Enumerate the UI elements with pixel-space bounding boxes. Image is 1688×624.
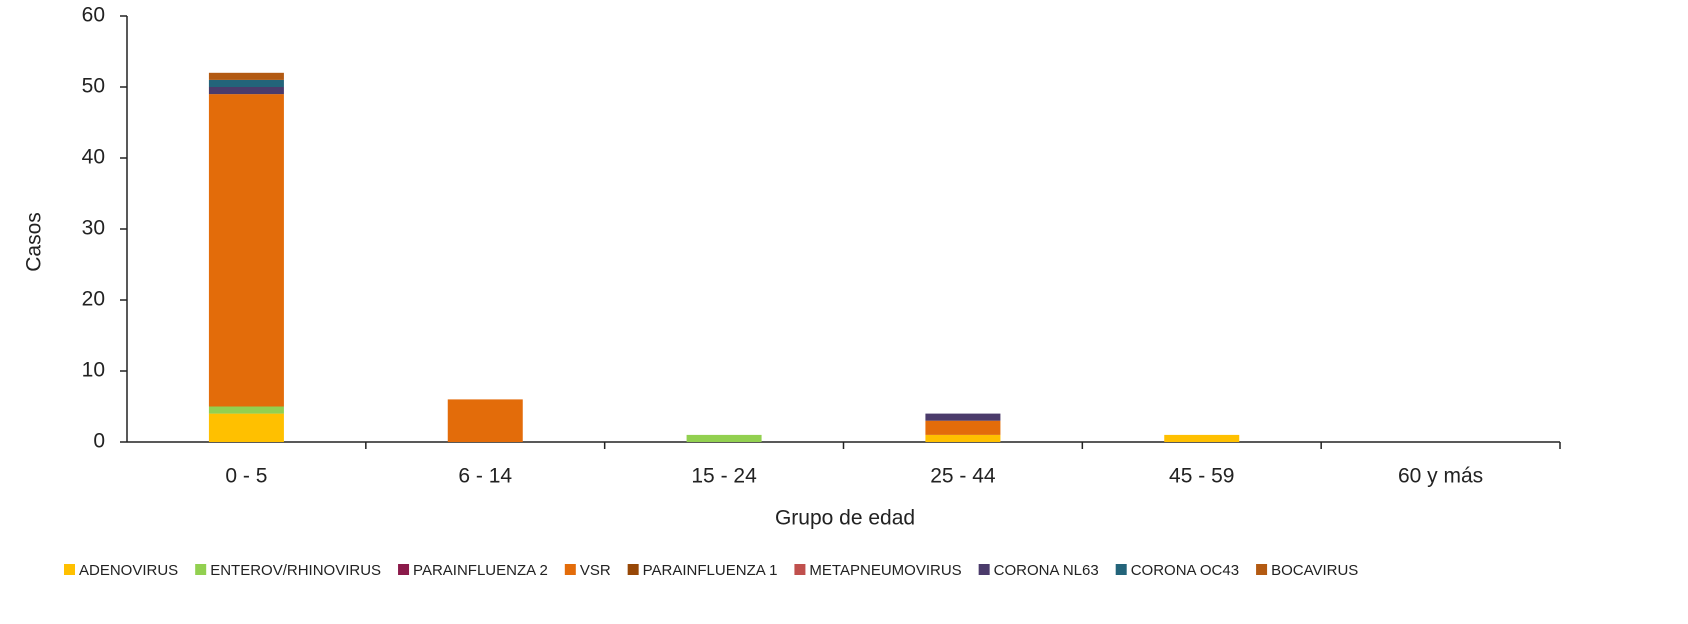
legend-swatch [64, 564, 75, 575]
legend-swatch [979, 564, 990, 575]
legend-label: ADENOVIRUS [79, 562, 178, 579]
legend-swatch [628, 564, 639, 575]
bar-segment [925, 421, 1000, 435]
legend-swatch [195, 564, 206, 575]
bar-segment [209, 80, 284, 87]
bar-segment [1164, 435, 1239, 442]
y-tick-label: 50 [82, 75, 105, 98]
legend-swatch [398, 564, 409, 575]
y-tick-label: 30 [82, 217, 105, 240]
chart: Casos Grupo de edad 0 10 20 30 40 50 60 0 - 5 6 … [0, 0, 1688, 624]
x-tick-label: 25 - 44 [930, 465, 996, 488]
bar-segment [209, 73, 284, 80]
legend-swatch [565, 564, 576, 575]
x-tick-label: 0 - 5 [225, 465, 267, 488]
x-tick-label: 6 - 14 [458, 465, 512, 488]
x-axis-title: Grupo de edad [775, 507, 915, 530]
legend-label: ENTEROV/RHINOVIRUS [210, 562, 381, 579]
x-tick-label: 45 - 59 [1169, 465, 1234, 488]
legend-label: METAPNEUMOVIRUS [809, 562, 961, 579]
y-axis-title: Casos [23, 212, 46, 272]
legend-label: CORONA OC43 [1131, 562, 1239, 579]
legend-swatch [794, 564, 805, 575]
bar-segment [209, 87, 284, 94]
legend-swatch [1256, 564, 1267, 575]
bar-segment [209, 407, 284, 414]
bar-segment [209, 414, 284, 442]
bar-segment [209, 94, 284, 406]
y-tick-label: 60 [82, 4, 105, 27]
bar-segment [925, 435, 1000, 442]
y-tick-label: 40 [82, 146, 105, 169]
legend-label: PARAINFLUENZA 1 [643, 562, 778, 579]
legend-label: PARAINFLUENZA 2 [413, 562, 548, 579]
x-tick-label: 60 y más [1398, 465, 1483, 488]
x-tick-label: 15 - 24 [691, 465, 757, 488]
legend-label: CORONA NL63 [994, 562, 1099, 579]
y-tick-label: 20 [82, 288, 105, 311]
y-tick-label: 10 [82, 359, 105, 382]
bar-segment [925, 414, 1000, 421]
y-tick-label: 0 [93, 430, 105, 453]
legend-swatch [1116, 564, 1127, 575]
legend-label: BOCAVIRUS [1271, 562, 1358, 579]
bar-segment [448, 399, 523, 442]
legend-label: VSR [580, 562, 611, 579]
bar-segment [687, 435, 762, 442]
